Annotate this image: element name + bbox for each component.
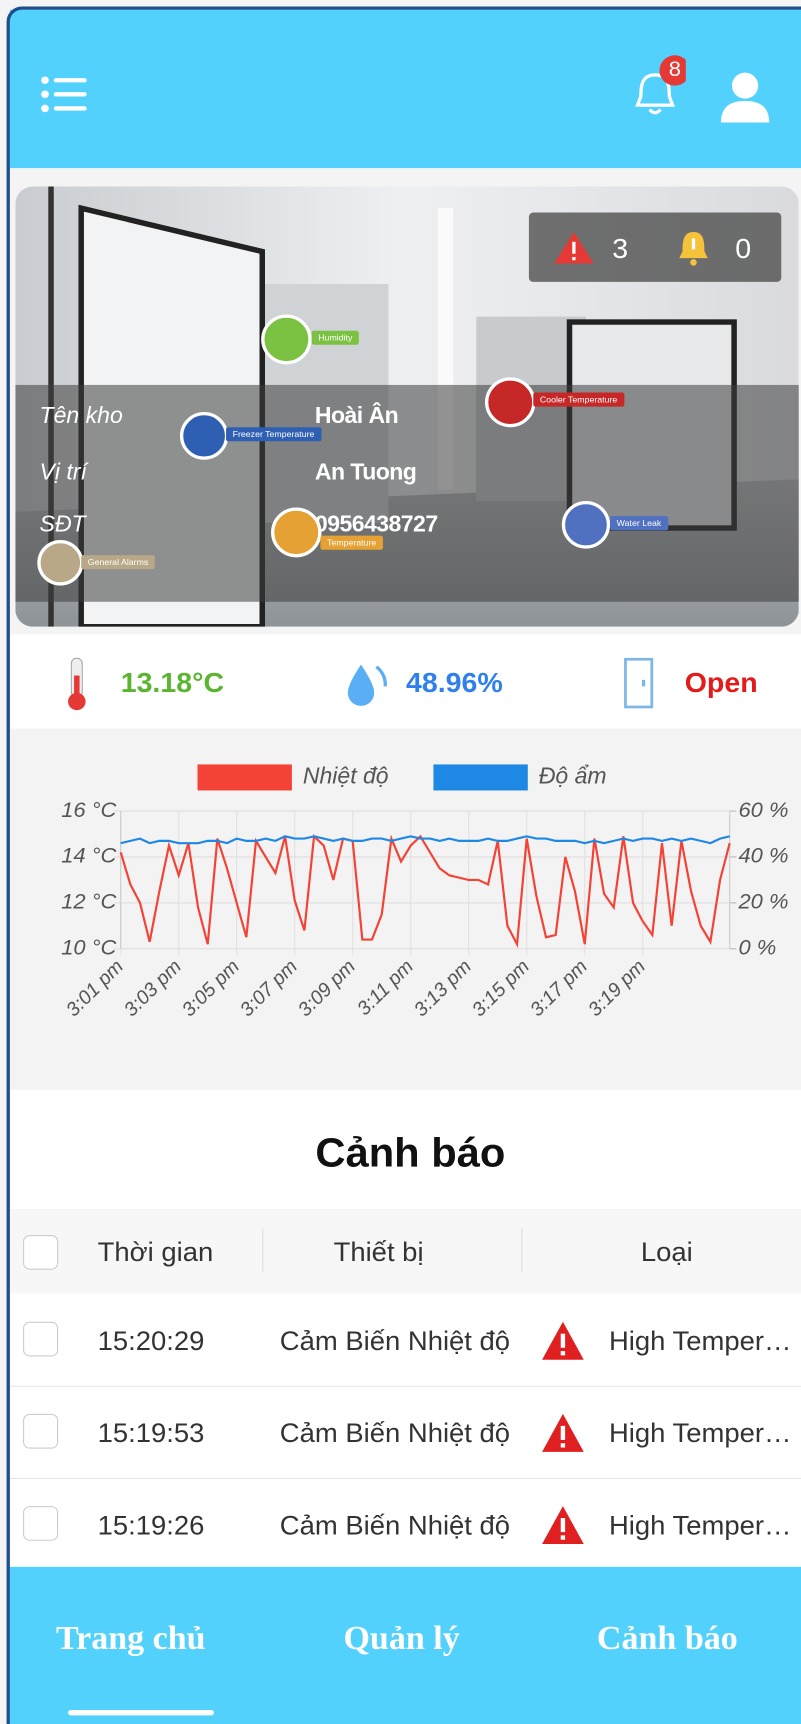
column-header: Thời gian (97, 1237, 214, 1268)
sensor-icon[interactable] (485, 377, 536, 428)
y2-tick-label: 60 % (738, 797, 788, 822)
alarm-summary: 3 0 (528, 212, 782, 282)
series-line (120, 835, 730, 845)
y2-tick-label: 0 % (738, 935, 776, 960)
chart: 10 °C12 °C14 °C16 °C0 %20 %40 %60 %3:01 … (9, 728, 801, 1090)
field-label: SĐT (39, 511, 86, 537)
series-line (119, 833, 731, 949)
row-divider (9, 1385, 801, 1387)
field-value: Hoài Ân (314, 403, 399, 429)
y-tick-label: 10 °C (61, 935, 116, 960)
notification-badge: 8 (668, 57, 681, 82)
field-value: An Tuong (314, 459, 417, 485)
row-divider (9, 1477, 801, 1479)
nav-active-indicator (68, 1709, 214, 1716)
door-status: Open (684, 665, 758, 699)
bottom-nav: Trang chủ Quản lý Cảnh báo (9, 1566, 801, 1724)
alert-device: Cảm Biến Nhiệt độ (279, 1326, 511, 1357)
nav-alerts[interactable]: Cảnh báo (596, 1618, 738, 1657)
column-divider (521, 1228, 523, 1272)
alert-time: 15:20:29 (97, 1326, 205, 1357)
warning-icon (679, 232, 708, 266)
warehouse-banner: 3 0 Tên kho Hoài Ân Vị trí An Tuong SĐT … (15, 186, 799, 627)
alerts-section: Cảnh báo Thời gian Thiết bị Loại 15:20:2… (9, 1089, 801, 1572)
sensor-icon[interactable] (271, 507, 322, 558)
alarm-count: 3 (612, 232, 629, 265)
sensor-icon[interactable] (179, 412, 229, 460)
y-tick-label: 12 °C (61, 889, 116, 914)
sensor-label: Temperature (320, 535, 383, 550)
user-button[interactable] (719, 70, 774, 124)
notification-button[interactable] (631, 51, 686, 123)
thermometer-icon (68, 657, 86, 711)
legend-label: Nhiệt độ (303, 763, 389, 789)
field-label: Tên kho (39, 403, 123, 429)
alert-type-icon (541, 1320, 585, 1367)
sensor-icon[interactable] (261, 314, 312, 365)
column-header: Thiết bị (333, 1237, 424, 1268)
alerts-title: Cảnh báo (315, 1130, 506, 1177)
alert-device: Cảm Biến Nhiệt độ (279, 1418, 511, 1449)
y2-tick-label: 20 % (737, 889, 788, 914)
alert-device: Cảm Biến Nhiệt độ (279, 1510, 511, 1541)
sensor-label: Cooler Temperature (533, 392, 624, 407)
alert-type: High Temperature (609, 1510, 796, 1541)
alert-type-icon (541, 1412, 585, 1459)
y-tick-label: 16 °C (61, 797, 116, 822)
nav-manage[interactable]: Quản lý (343, 1618, 460, 1657)
humidity-icon (347, 664, 387, 706)
select-all-checkbox[interactable] (23, 1235, 59, 1270)
y-tick-label: 14 °C (61, 843, 116, 868)
stats-row (9, 634, 801, 729)
door-icon (624, 657, 654, 709)
sensor-label: Water Leak (610, 516, 668, 531)
column-header: Loại (640, 1237, 693, 1268)
alert-type-icon (541, 1504, 585, 1551)
legend-label: Độ ẩm (539, 763, 607, 789)
row-checkbox[interactable] (23, 1321, 59, 1357)
alert-type: High Temperature (609, 1326, 796, 1357)
row-checkbox[interactable] (23, 1506, 59, 1541)
sensor-icon[interactable] (561, 500, 611, 549)
sensor-label: Humidity (311, 330, 359, 345)
alert-time: 15:19:53 (97, 1418, 205, 1449)
field-label: Vị trí (39, 459, 87, 485)
alert-type: High Temperature (609, 1418, 796, 1449)
temperature-value: 13.18°C (120, 665, 225, 699)
legend-swatch (433, 764, 528, 791)
nav-home[interactable]: Trang chủ (55, 1618, 206, 1657)
sensor-label: Freezer Temperature (226, 427, 322, 442)
chart-background (9, 728, 801, 1090)
header: 8 (9, 9, 801, 169)
legend-swatch (197, 764, 292, 791)
table-header (9, 1208, 801, 1294)
alert-time: 15:19:26 (97, 1510, 205, 1541)
alarm-icon (554, 232, 594, 264)
menu-button[interactable] (41, 75, 91, 118)
row-checkbox[interactable] (23, 1413, 59, 1449)
y2-tick-label: 40 % (738, 843, 788, 868)
warning-count: 0 (735, 232, 752, 265)
sensor-label: General Alarms (81, 555, 155, 570)
column-divider (262, 1228, 264, 1272)
field-value: 0956438727 (314, 511, 438, 537)
sensor-icon[interactable] (37, 539, 84, 586)
humidity-value: 48.96% (406, 665, 503, 699)
